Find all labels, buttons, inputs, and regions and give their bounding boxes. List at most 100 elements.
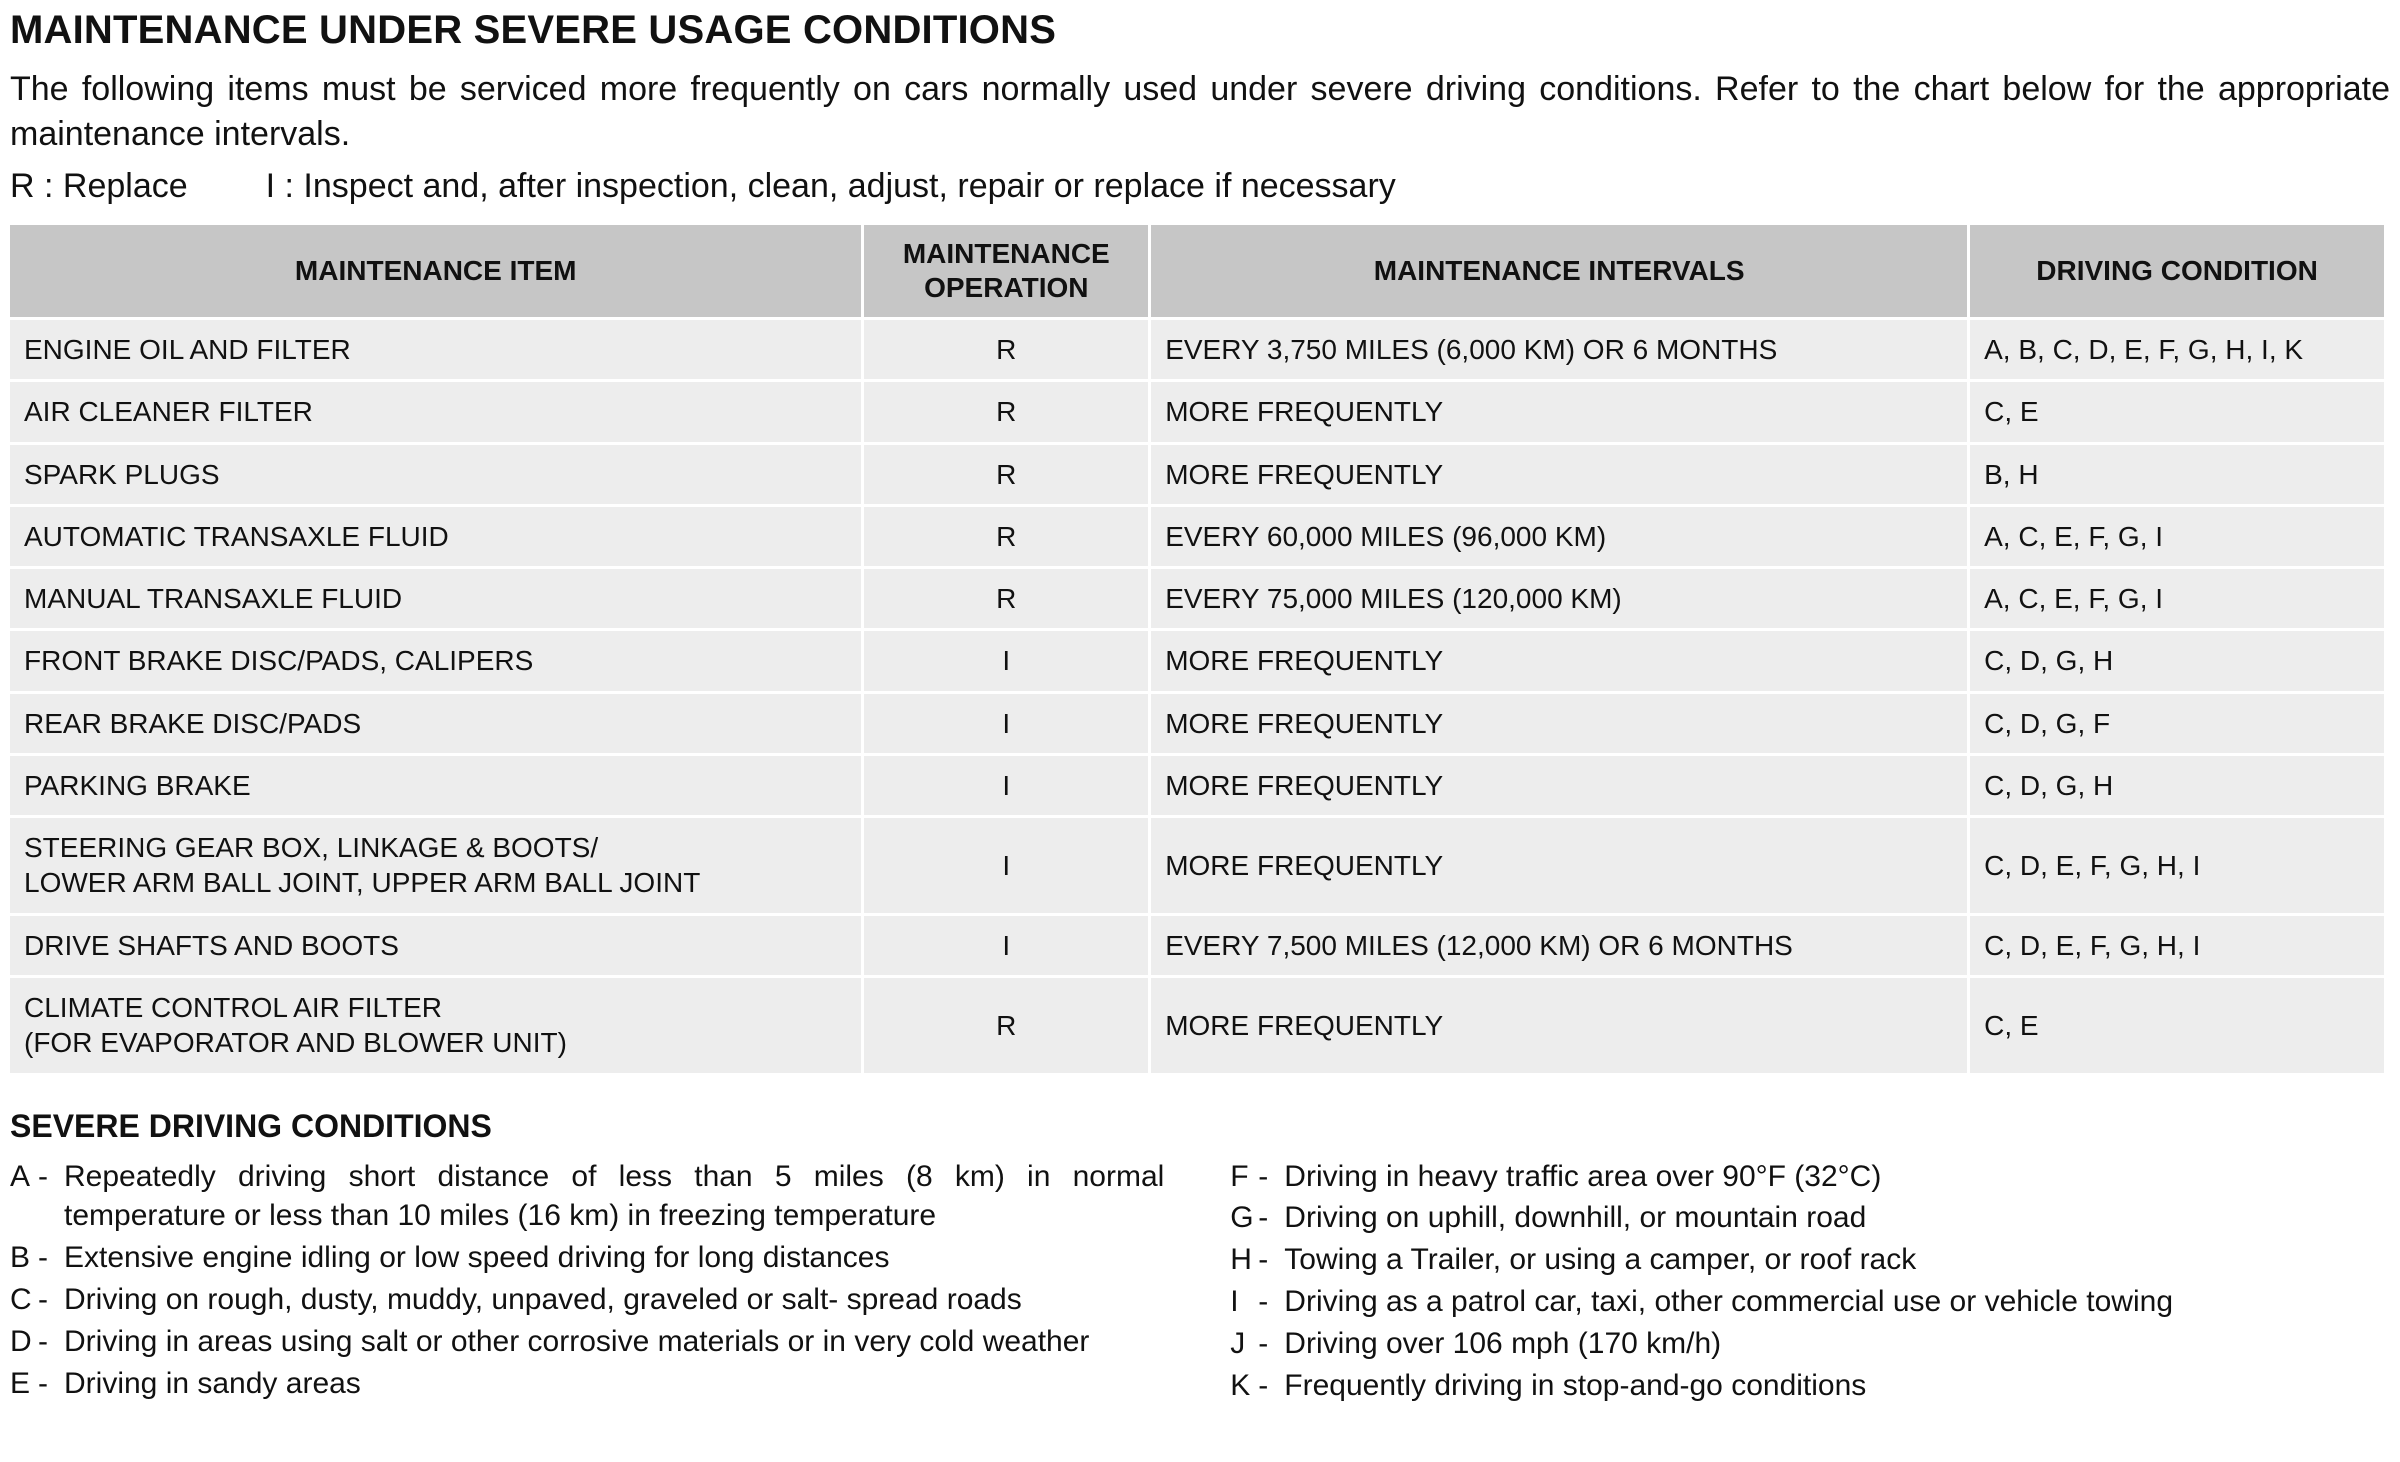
- condition-dash: -: [38, 1325, 48, 1359]
- intervals-cell: MORE FREQUENTLY: [1151, 693, 1968, 753]
- condition-item: C - Driving on rough, dusty, muddy, unpave…: [10, 1280, 1164, 1320]
- legend-inspect: I : Inspect and, after inspection, clean…: [265, 166, 1396, 205]
- maintenance-item-cell: DRIVE SHAFTS AND BOOTS: [10, 915, 862, 975]
- table-row: ENGINE OIL AND FILTER R EVERY 3,750 MILE…: [10, 320, 2384, 380]
- condition-text: Extensive engine idling or low speed dri…: [64, 1241, 890, 1275]
- table-row: MANUAL TRANSAXLE FLUID R EVERY 75,000 MI…: [10, 569, 2384, 629]
- conditions-column-left: A - Repeatedly driving short distance of l…: [10, 1157, 1164, 1408]
- condition-dash: -: [1258, 1243, 1269, 1277]
- condition-text: Driving on rough, dusty, muddy, unpaved,…: [64, 1283, 1022, 1317]
- intervals-cell: EVERY 60,000 MILES (96,000 KM): [1151, 506, 1968, 567]
- condition-item: B - Extensive engine idling or low speed d…: [10, 1238, 1164, 1278]
- table-row: PARKING BRAKE I MORE FREQUENTLY C, D, G,…: [10, 755, 2384, 816]
- severe-conditions-list: A - Repeatedly driving short distance of l…: [10, 1157, 2390, 1408]
- condition-item: K - Frequently driving in stop-and-go cond…: [1230, 1366, 2390, 1406]
- table-header-row: MAINTENANCE ITEM MAINTENANCE OPERATION M…: [10, 224, 2384, 318]
- operation-cell: I: [864, 755, 1149, 816]
- condition-item: I - Driving as a patrol car, taxi, other c…: [1230, 1282, 2390, 1322]
- condition-item: F - Driving in heavy traffic area over 90°…: [1230, 1157, 2390, 1197]
- condition-item: E - Driving in sandy areas: [10, 1364, 1164, 1404]
- condition-cell: C, D, G, H: [1970, 755, 2384, 816]
- condition-cell: C, D, G, H: [1970, 631, 2384, 691]
- condition-text: Repeatedly driving short distance of les…: [64, 1159, 1165, 1233]
- condition-text: Towing a Trailer, or using a camper, or …: [1284, 1243, 1917, 1277]
- condition-dash: -: [1258, 1368, 1269, 1402]
- condition-cell: A, C, E, F, G, I: [1970, 506, 2384, 567]
- condition-text: Driving over 106 mph (170 km/h): [1284, 1327, 1722, 1361]
- condition-cell: C, D, G, F: [1970, 693, 2384, 753]
- condition-dash: -: [1258, 1327, 1269, 1361]
- condition-item: D - Driving in areas using salt or other c…: [10, 1322, 1164, 1362]
- maintenance-item-cell: ENGINE OIL AND FILTER: [10, 320, 862, 380]
- intervals-cell: MORE FREQUENTLY: [1151, 818, 1968, 913]
- condition-code: C: [10, 1283, 32, 1317]
- table-row: SPARK PLUGS R MORE FREQUENTLY B, H: [10, 444, 2384, 504]
- condition-item: J - Driving over 106 mph (170 km/h): [1230, 1324, 2390, 1364]
- condition-item: A - Repeatedly driving short distance of l…: [10, 1157, 1164, 1237]
- table-row: DRIVE SHAFTS AND BOOTS I EVERY 7,500 MIL…: [10, 915, 2384, 975]
- maintenance-item-cell: FRONT BRAKE DISC/PADS, CALIPERS: [10, 631, 862, 691]
- condition-text: Driving in areas using salt or other cor…: [64, 1325, 1090, 1359]
- condition-dash: -: [38, 1366, 48, 1400]
- severe-conditions-heading: SEVERE DRIVING CONDITIONS: [10, 1107, 492, 1144]
- condition-item: G - Driving on uphill, downhill, or mounta…: [1230, 1198, 2390, 1238]
- maintenance-item-cell: CLIMATE CONTROL AIR FILTER (FOR EVAPORAT…: [10, 977, 862, 1073]
- condition-code: E: [10, 1366, 31, 1400]
- maintenance-item-cell: MANUAL TRANSAXLE FLUID: [10, 569, 862, 629]
- condition-text: Driving as a patrol car, taxi, other com…: [1284, 1285, 2174, 1319]
- operation-cell: R: [864, 444, 1149, 504]
- table-row: CLIMATE CONTROL AIR FILTER (FOR EVAPORAT…: [10, 977, 2384, 1073]
- intervals-cell: EVERY 75,000 MILES (120,000 KM): [1151, 569, 1968, 629]
- page-title: MAINTENANCE UNDER SEVERE USAGE CONDITION…: [10, 8, 1057, 52]
- maintenance-item-cell: REAR BRAKE DISC/PADS: [10, 693, 862, 753]
- condition-code: A: [10, 1159, 31, 1193]
- condition-code: K: [1230, 1368, 1251, 1402]
- condition-dash: -: [1258, 1285, 1269, 1319]
- table-row: STEERING GEAR BOX, LINKAGE & BOOTS/ LOWE…: [10, 818, 2384, 913]
- intervals-cell: EVERY 3,750 MILES (6,000 KM) OR 6 MONTHS: [1151, 320, 1968, 380]
- condition-cell: C, E: [1970, 382, 2384, 442]
- operation-cell: I: [864, 693, 1149, 753]
- condition-cell: B, H: [1970, 444, 2384, 504]
- condition-dash: -: [38, 1159, 48, 1193]
- intervals-cell: MORE FREQUENTLY: [1151, 444, 1968, 504]
- maintenance-table: MAINTENANCE ITEM MAINTENANCE OPERATION M…: [7, 222, 2387, 1076]
- condition-dash: -: [1258, 1159, 1269, 1193]
- condition-code: D: [10, 1325, 32, 1359]
- header-maintenance-intervals: MAINTENANCE INTERVALS: [1151, 224, 1968, 318]
- intro-text: The following items must be serviced mor…: [10, 70, 2390, 153]
- maintenance-item-cell: PARKING BRAKE: [10, 755, 862, 816]
- maintenance-item-cell: SPARK PLUGS: [10, 444, 862, 504]
- condition-dash: -: [38, 1283, 48, 1317]
- intervals-cell: MORE FREQUENTLY: [1151, 631, 1968, 691]
- manual-page: MAINTENANCE UNDER SEVERE USAGE CONDITION…: [7, 8, 2390, 1408]
- intervals-cell: EVERY 7,500 MILES (12,000 KM) OR 6 MONTH…: [1151, 915, 1968, 975]
- maintenance-item-cell: AUTOMATIC TRANSAXLE FLUID: [10, 506, 862, 567]
- table-row: AIR CLEANER FILTER R MORE FREQUENTLY C, …: [10, 382, 2384, 442]
- condition-code: F: [1230, 1159, 1249, 1193]
- condition-code: I: [1230, 1285, 1239, 1319]
- operation-cell: I: [864, 818, 1149, 913]
- operation-cell: R: [864, 569, 1149, 629]
- header-driving-condition: DRIVING CONDITION: [1970, 224, 2384, 318]
- maintenance-item-cell: AIR CLEANER FILTER: [10, 382, 862, 442]
- condition-text: Driving in sandy areas: [64, 1366, 361, 1400]
- conditions-column-right: F - Driving in heavy traffic area over 90°…: [1230, 1157, 2390, 1408]
- header-maintenance-operation: MAINTENANCE OPERATION: [864, 224, 1149, 318]
- condition-cell: C, D, E, F, G, H, I: [1970, 915, 2384, 975]
- intervals-cell: MORE FREQUENTLY: [1151, 977, 1968, 1073]
- legend-replace: R : Replace: [10, 166, 188, 205]
- condition-code: B: [10, 1241, 31, 1275]
- condition-item: H - Towing a Trailer, or using a camper, o…: [1230, 1240, 2390, 1280]
- condition-cell: A, B, C, D, E, F, G, H, I, K: [1970, 320, 2384, 380]
- maintenance-item-cell: STEERING GEAR BOX, LINKAGE & BOOTS/ LOWE…: [10, 818, 862, 913]
- condition-dash: -: [1258, 1201, 1269, 1235]
- condition-text: Frequently driving in stop-and-go condit…: [1284, 1368, 1867, 1402]
- condition-text: Driving in heavy traffic area over 90°F …: [1284, 1159, 1882, 1193]
- header-maintenance-item: MAINTENANCE ITEM: [10, 224, 862, 318]
- condition-dash: -: [38, 1241, 48, 1275]
- operation-cell: R: [864, 382, 1149, 442]
- legend: R : Replace I : Inspect and, after inspec…: [10, 167, 2390, 206]
- condition-text: Driving on uphill, downhill, or mountain…: [1284, 1201, 1867, 1235]
- table-row: FRONT BRAKE DISC/PADS, CALIPERS I MORE F…: [10, 631, 2384, 691]
